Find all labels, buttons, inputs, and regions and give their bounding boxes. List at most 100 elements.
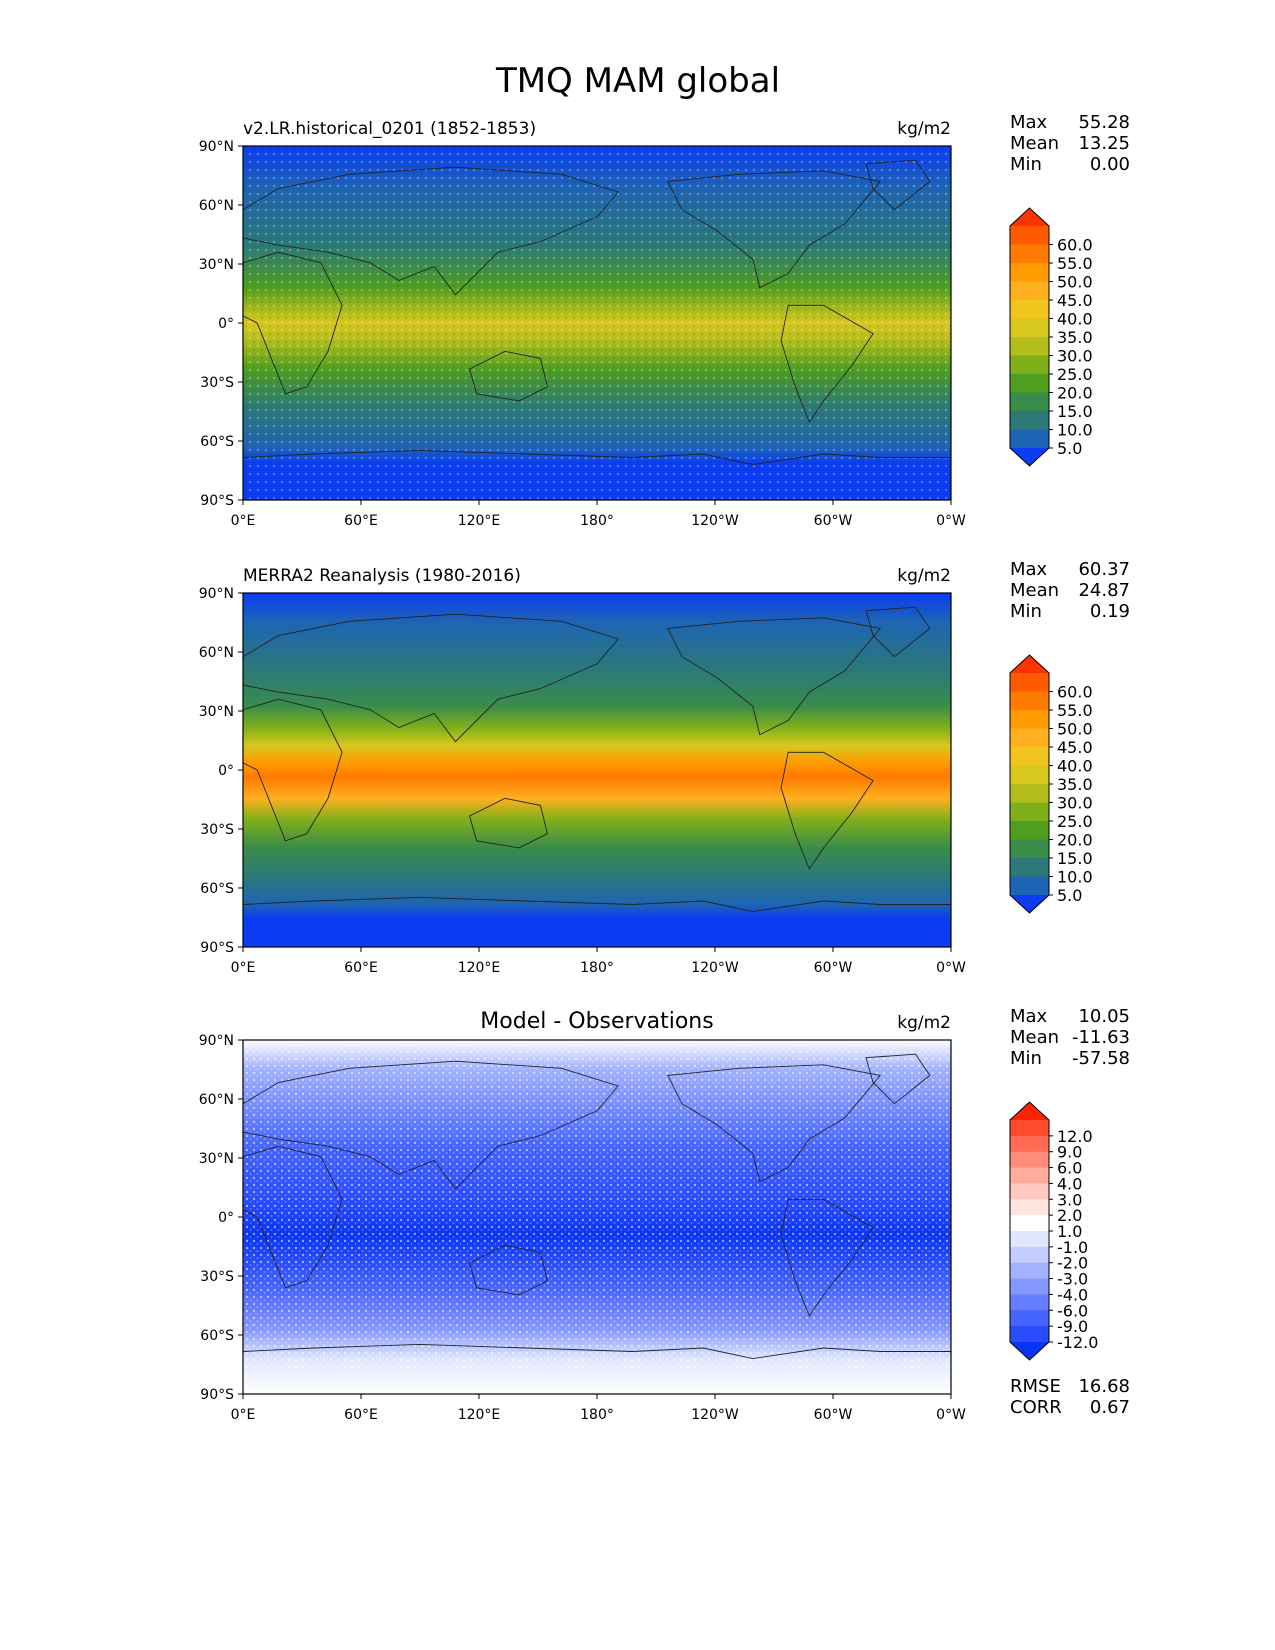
- colorbar-bin: [1010, 765, 1049, 785]
- stat-label: Min: [1010, 601, 1042, 622]
- colorbar-bin: [1010, 1183, 1049, 1200]
- colorbar-label: -1.0: [1057, 1238, 1088, 1257]
- lon-tick-label: 60°E: [344, 1407, 378, 1423]
- colorbar-label: 10.0: [1057, 421, 1093, 440]
- map-texture: [243, 146, 951, 500]
- colorbar-bin: [1010, 1135, 1049, 1153]
- stat-value: 0.19: [1090, 601, 1130, 622]
- colorbar-label: 55.0: [1057, 701, 1093, 720]
- lat-tick-label: 60°N: [199, 198, 234, 214]
- colorbar-label: 5.0: [1057, 886, 1082, 905]
- lon-tick-label: 0°W: [936, 513, 966, 529]
- stat-label: Max: [1010, 112, 1048, 133]
- colorbar-bin: [1010, 673, 1049, 692]
- panel-left-title: v2.LR.historical_0201 (1852-1853): [243, 119, 536, 139]
- lat-tick-label: 0°: [218, 1210, 234, 1226]
- colorbar-bin: [1010, 429, 1049, 449]
- figure-title: TMQ MAM global: [495, 61, 780, 101]
- panel-diff: 90°N 60°N 30°N 0° 30°S 60°S 90°S 0°E 60°E 120°E 18…: [199, 1006, 1130, 1423]
- colorbar-label: -12.0: [1057, 1333, 1098, 1352]
- colorbar-bin: [1010, 821, 1049, 840]
- colorbar-label: 60.0: [1057, 236, 1093, 255]
- lat-tick-label: 60°N: [199, 1092, 234, 1108]
- colorbar-label: 9.0: [1057, 1143, 1082, 1162]
- colorbar-label: -3.0: [1057, 1270, 1088, 1289]
- coastline: [780, 304, 874, 424]
- panel-left-title: MERRA2 Reanalysis (1980-2016): [243, 566, 521, 586]
- panel-units: kg/m2: [897, 1013, 951, 1033]
- panel-obs: 90°N 60°N 30°N 0° 30°S 60°S 90°S 0°E 60°E 120°E 18…: [199, 559, 1130, 976]
- lon-tick-label: 120°W: [691, 513, 739, 529]
- lat-tick-label: 90°N: [199, 586, 234, 602]
- extra-stat-label: CORR: [1010, 1397, 1062, 1418]
- colorbar-bin: [1010, 411, 1049, 430]
- stat-value: 55.28: [1078, 112, 1130, 133]
- lat-tick-label: 30°S: [200, 375, 234, 391]
- lat-tick-label: 30°S: [200, 822, 234, 838]
- lon-tick-label: 60°E: [344, 513, 378, 529]
- stat-value: 10.05: [1078, 1006, 1130, 1027]
- lat-tick-label: 30°N: [199, 257, 234, 273]
- lat-tick-label: 60°N: [199, 645, 234, 661]
- colorbar-extend-max: [1010, 208, 1049, 226]
- coastline: [667, 1064, 882, 1183]
- colorbar-label: 55.0: [1057, 254, 1093, 273]
- colorbar-bin: [1010, 876, 1049, 896]
- coastline: [667, 617, 882, 736]
- colorbar: 12.09.06.04.03.02.01.0-1.0-2.0-3.0-4.0-6…: [1009, 1101, 1098, 1361]
- colorbar-label: 2.0: [1057, 1206, 1082, 1225]
- colorbar-label: -6.0: [1057, 1301, 1088, 1320]
- lon-tick-label: 60°W: [814, 513, 853, 529]
- colorbar-bin: [1010, 1310, 1049, 1327]
- colorbar-label: 45.0: [1057, 738, 1093, 757]
- lon-tick-label: 0°E: [231, 513, 256, 529]
- colorbar-label: 35.0: [1057, 775, 1093, 794]
- lat-tick-label: 0°: [218, 763, 234, 779]
- map-texture: [243, 1040, 951, 1394]
- colorbar-label: 40.0: [1057, 310, 1093, 329]
- colorbar-extend-min: [1010, 448, 1049, 466]
- stat-value: 13.25: [1078, 133, 1130, 154]
- lon-tick-label: 60°W: [814, 960, 853, 976]
- coastline: [242, 1145, 343, 1289]
- colorbar-bin: [1010, 1262, 1049, 1280]
- colorbar-bin: [1010, 1199, 1049, 1216]
- stat-label: Max: [1010, 559, 1048, 580]
- lon-tick-label: 60°E: [344, 960, 378, 976]
- stat-value: -11.63: [1072, 1027, 1130, 1048]
- stat-value: 24.87: [1078, 580, 1130, 601]
- colorbar-bin: [1010, 802, 1049, 822]
- colorbar-bin: [1010, 839, 1049, 859]
- colorbar-label: -9.0: [1057, 1317, 1088, 1336]
- lon-tick-label: 0°W: [936, 1407, 966, 1423]
- colorbar-label: 30.0: [1057, 347, 1093, 366]
- lon-tick-label: 0°E: [231, 1407, 256, 1423]
- coastline: [469, 1244, 548, 1296]
- lon-tick-label: 120°W: [691, 960, 739, 976]
- lon-tick-label: 0°W: [936, 960, 966, 976]
- lat-tick-label: 90°N: [199, 1033, 234, 1049]
- colorbar-bin: [1010, 1151, 1049, 1169]
- extra-stat-value: 0.67: [1090, 1397, 1130, 1418]
- lat-tick-label: 30°S: [200, 1269, 234, 1285]
- colorbar-bin: [1010, 1246, 1049, 1264]
- colorbar-bin: [1010, 1120, 1049, 1137]
- lat-tick-label: 60°S: [200, 1328, 234, 1344]
- stat-value: -57.58: [1072, 1048, 1130, 1069]
- lon-tick-label: 120°W: [691, 1407, 739, 1423]
- colorbar-extend-min: [1010, 1342, 1049, 1360]
- lon-tick-label: 0°E: [231, 960, 256, 976]
- colorbar-label: 20.0: [1057, 831, 1093, 850]
- coastline: [242, 613, 619, 743]
- coastline: [242, 1060, 619, 1190]
- colorbar-bin: [1010, 710, 1049, 729]
- coastline: [780, 1198, 874, 1318]
- colorbar-label: 15.0: [1057, 849, 1093, 868]
- colorbar-bin: [1010, 281, 1049, 301]
- coastline: [780, 751, 874, 871]
- colorbar-bin: [1010, 1278, 1049, 1295]
- panel-units: kg/m2: [897, 566, 951, 586]
- colorbar-bin: [1010, 747, 1049, 766]
- colorbar-bin: [1010, 1215, 1049, 1232]
